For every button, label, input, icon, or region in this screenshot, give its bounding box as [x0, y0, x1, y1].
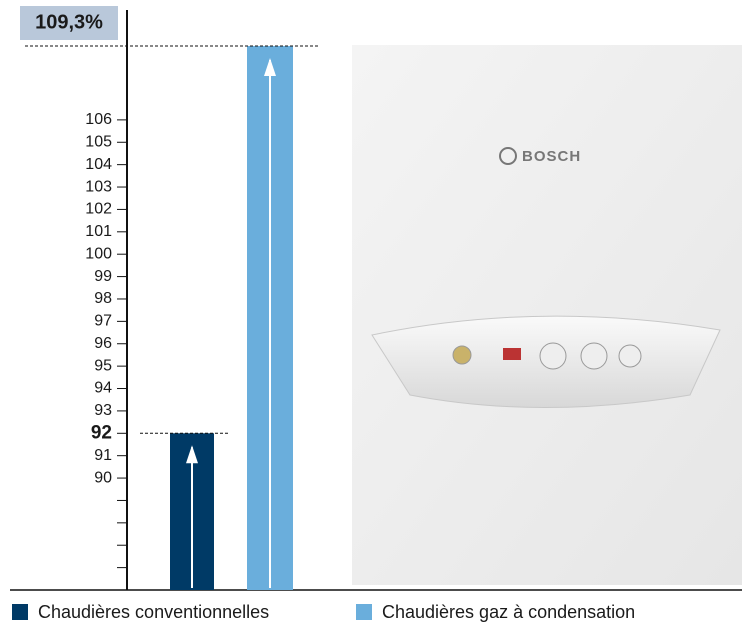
gauge [453, 346, 471, 364]
y-tick-label: 102 [85, 201, 112, 218]
legend-text: Chaudières gaz à condensation [382, 602, 635, 622]
page: {"chart_data": {"type": "bar", "series":… [0, 0, 742, 627]
chart: BOSCH 90 91 93 94 95 96 97 98 99 100 101 102 103 104 1… [0, 0, 742, 627]
boiler-body [352, 45, 742, 585]
legend-text: Chaudières conventionnelles [38, 602, 269, 622]
legend-swatch [12, 604, 28, 620]
y-tick-label: 90 [94, 469, 112, 486]
y-tick-label: 97 [94, 313, 112, 330]
knob [581, 343, 607, 369]
boiler-illustration: BOSCH [352, 45, 742, 585]
y-tick-label: 96 [94, 335, 112, 352]
y-tick-label: 95 [94, 357, 112, 374]
y-tick-label: 99 [94, 268, 112, 285]
legend-swatch [356, 604, 372, 620]
display [503, 348, 521, 360]
value-label: 92 [91, 422, 112, 443]
y-tick-label: 94 [94, 380, 112, 397]
knob [619, 345, 641, 367]
y-tick-label: 98 [94, 290, 112, 307]
value-label: 109,3% [35, 11, 103, 33]
y-tick-label: 100 [85, 245, 112, 262]
y-tick-label: 106 [85, 111, 112, 128]
y-tick-label: 93 [94, 402, 112, 419]
brand-text: BOSCH [522, 148, 581, 165]
y-tick-label: 105 [85, 133, 112, 150]
knob [540, 343, 566, 369]
y-tick-label: 91 [94, 447, 112, 464]
y-tick-label: 103 [85, 178, 112, 195]
y-tick-label: 104 [85, 156, 112, 173]
y-tick-label: 101 [85, 223, 112, 240]
